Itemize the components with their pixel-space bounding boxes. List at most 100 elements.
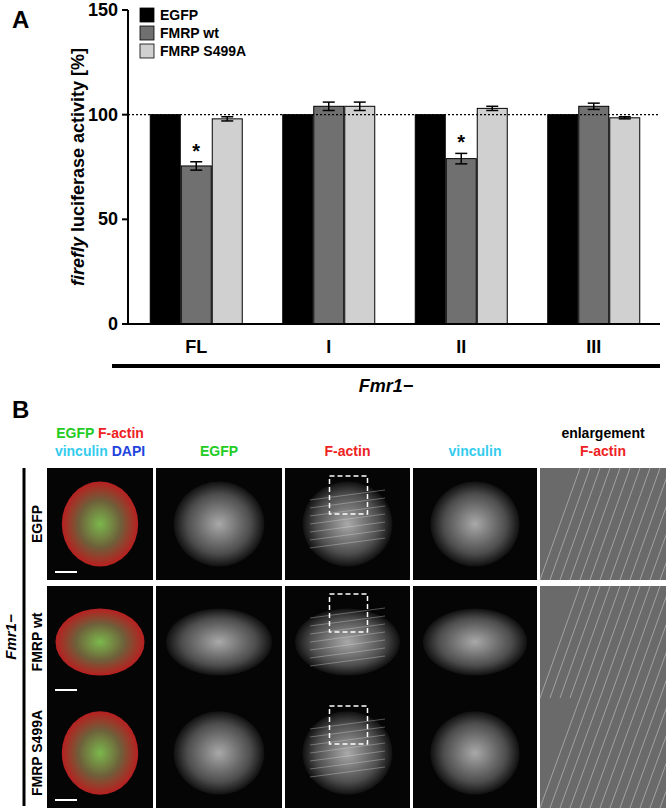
error-cap — [619, 116, 631, 118]
bar — [579, 106, 609, 324]
zoom-box — [330, 476, 368, 514]
fiber — [310, 719, 385, 729]
fiber — [580, 586, 620, 698]
fiber — [660, 586, 666, 698]
fiber — [310, 727, 385, 737]
column-header: enlargement — [561, 425, 645, 441]
fiber — [310, 632, 385, 642]
cell — [303, 481, 393, 566]
y-label-part: luciferase activity [%] — [68, 48, 88, 237]
fiber — [550, 586, 590, 698]
fiber — [620, 586, 660, 698]
error-cap — [354, 101, 366, 103]
significance: * — [192, 140, 200, 162]
cell — [295, 608, 400, 675]
fiber — [310, 538, 385, 548]
legend-label: FMRP S499A — [160, 43, 246, 59]
scale-bar — [55, 799, 77, 801]
micrograph — [47, 586, 153, 698]
fiber — [630, 468, 666, 580]
fiber — [310, 751, 385, 761]
bar — [477, 108, 507, 324]
fiber — [310, 767, 385, 777]
fiber — [310, 759, 385, 769]
group-line — [23, 468, 26, 806]
column-header: F-actin — [580, 443, 626, 459]
fiber — [600, 586, 640, 698]
x-tick-label: II — [456, 337, 466, 357]
error-stem — [359, 102, 361, 110]
row-label: EGFP — [29, 505, 45, 543]
error-bar — [455, 153, 467, 163]
bar — [610, 118, 640, 324]
fiber — [310, 514, 385, 524]
error-cap — [190, 169, 202, 171]
error-cap — [486, 110, 498, 112]
reference-line — [128, 114, 660, 115]
bar — [283, 115, 313, 324]
fiber — [610, 586, 650, 698]
row-label: FMRP S499A — [29, 710, 45, 796]
error-cap — [221, 120, 233, 122]
error-bar — [354, 102, 366, 110]
error-stem — [593, 103, 595, 109]
fiber — [650, 698, 666, 808]
legend-label: FMRP wt — [160, 25, 219, 41]
fiber — [560, 468, 600, 580]
x-axis — [128, 323, 660, 325]
micrograph — [156, 698, 282, 808]
error-stem — [461, 153, 463, 163]
fiber — [570, 698, 610, 808]
bar — [212, 119, 242, 324]
error-cap — [323, 101, 335, 103]
bar — [314, 106, 344, 324]
y-tick — [122, 323, 128, 325]
fiber — [310, 530, 385, 540]
fiber — [570, 468, 610, 580]
y-tick-label: 100 — [88, 105, 118, 125]
y-label-part: firefly — [68, 236, 88, 286]
y-tick-label: 50 — [98, 209, 118, 229]
micrograph — [47, 698, 153, 808]
merge-word: EGFP — [56, 425, 94, 441]
cell — [423, 608, 527, 675]
x-tick-label: FL — [185, 337, 207, 357]
column-header: vinculin — [449, 443, 502, 459]
micrograph — [156, 468, 282, 580]
cell — [430, 481, 519, 566]
group-label: Fmr1− — [2, 614, 19, 660]
cell — [166, 608, 272, 675]
panel-label: A — [12, 6, 29, 33]
error-cap — [619, 118, 631, 120]
fiber — [310, 656, 385, 666]
y-tick-label: 0 — [108, 314, 118, 334]
error-bar — [486, 106, 498, 110]
legend-label: EGFP — [160, 7, 198, 23]
fiber — [650, 468, 666, 580]
group-label: Fmr1− — [359, 376, 414, 396]
fiber — [550, 698, 590, 808]
fiber — [640, 468, 666, 580]
cell — [62, 711, 138, 795]
cell — [55, 608, 144, 675]
figure: A**050100150FLIIIIIIfirefly luciferase a… — [0, 0, 666, 808]
error-bar — [619, 117, 631, 119]
fiber — [310, 498, 385, 508]
enlarged-field — [540, 698, 666, 808]
micrograph — [540, 698, 666, 808]
significance: * — [457, 131, 465, 153]
error-cap — [323, 110, 335, 112]
fiber — [590, 468, 630, 580]
fiber — [570, 586, 610, 698]
fiber — [310, 490, 385, 500]
fiber — [580, 698, 620, 808]
bar — [446, 159, 476, 324]
micrograph — [156, 586, 282, 698]
micrograph — [285, 698, 410, 808]
enlarged-field — [540, 586, 666, 698]
fiber — [540, 468, 580, 580]
fiber — [550, 468, 590, 580]
error-bar — [190, 162, 202, 170]
zoom-box — [330, 594, 368, 632]
fiber — [660, 468, 666, 580]
